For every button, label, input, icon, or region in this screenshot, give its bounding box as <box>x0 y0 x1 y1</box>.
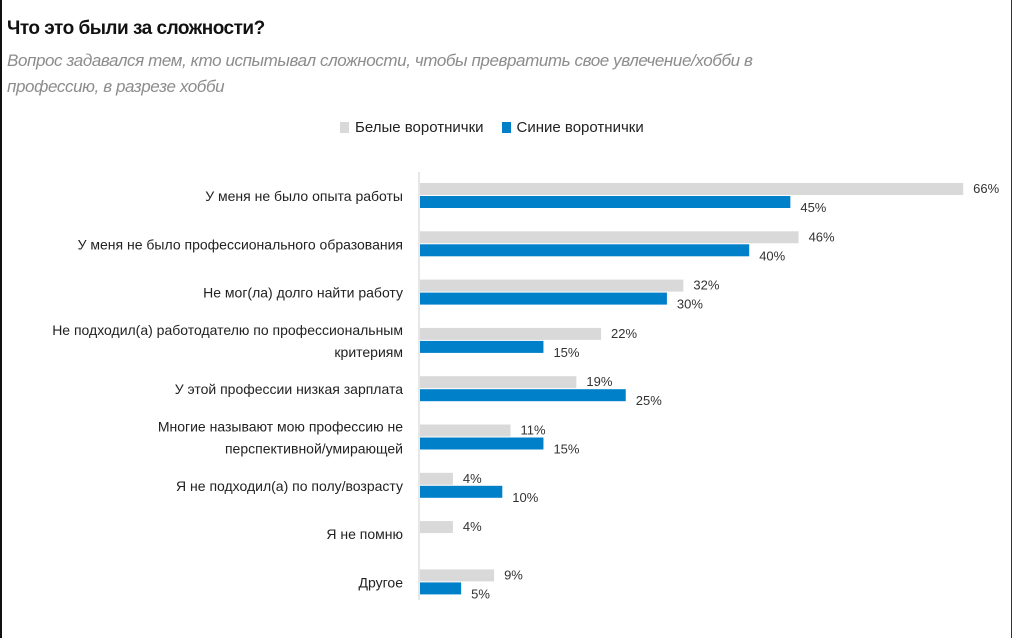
data-label: 22% <box>611 326 637 341</box>
category-label: У меня не было опыта работы <box>205 188 403 204</box>
bar-blue-collar <box>420 196 791 208</box>
bar-white-collar <box>420 569 495 582</box>
category-label: Не подходил(а) работодателю по профессио… <box>52 322 403 338</box>
category-label: Многие называют мою профессию не <box>158 419 403 435</box>
bar-white-collar <box>420 183 964 195</box>
bar-blue-collar <box>420 389 626 402</box>
category-label: перспективной/умирающей <box>225 441 403 457</box>
bar-blue-collar <box>420 244 750 257</box>
category-label: критериям <box>334 344 403 360</box>
data-label: 15% <box>553 345 579 360</box>
bar-white-collar <box>420 231 799 244</box>
bar-blue-collar <box>420 437 544 450</box>
category-label: Я не подходил(а) по полу/возрасту <box>176 478 403 494</box>
category-label: Не мог(ла) долго найти работу <box>203 285 403 301</box>
data-label: 25% <box>636 393 662 408</box>
bar-white-collar <box>420 424 511 437</box>
data-label: 5% <box>471 586 490 601</box>
legend-label: Белые воротнички <box>355 119 484 136</box>
data-label: 9% <box>504 567 523 582</box>
category-label: Другое <box>359 574 404 590</box>
data-label: 19% <box>586 374 612 389</box>
chart-subtitle: Вопрос задавался тем, кто испытывал слож… <box>7 51 753 96</box>
category-label: У этой профессии низкая зарплата <box>175 381 403 397</box>
bar-white-collar <box>420 327 602 340</box>
bar-blue-collar <box>420 292 667 305</box>
bar-blue-collar <box>420 340 544 353</box>
data-label: 11% <box>521 423 546 438</box>
data-label: 32% <box>693 278 719 293</box>
legend-swatch <box>501 122 511 133</box>
frame-border-right <box>1011 0 1012 638</box>
data-label: 4% <box>463 519 482 534</box>
legend-swatch <box>340 122 349 133</box>
category-label: У меня не было профессионального образов… <box>78 236 403 252</box>
data-label: 40% <box>759 248 785 263</box>
data-label: 10% <box>512 490 538 505</box>
legend-item-white-collar: Белые воротнички <box>340 119 484 136</box>
category-label: Я не помню <box>326 526 403 542</box>
data-label: 15% <box>553 442 579 457</box>
chart-title: Что это были за сложности? <box>7 18 265 39</box>
bar-blue-collar <box>420 485 503 498</box>
legend-label: Синие воротнички <box>516 119 644 136</box>
data-label: 4% <box>463 471 482 486</box>
bar-white-collar <box>420 472 453 485</box>
data-label: 46% <box>809 229 835 244</box>
bar-white-collar <box>420 279 684 292</box>
data-label: 30% <box>677 297 703 312</box>
bar-blue-collar <box>420 582 462 595</box>
data-label: 45% <box>800 200 826 215</box>
frame-border-left <box>0 0 2 638</box>
data-label: 66% <box>973 181 999 196</box>
legend: Белые воротнички Синие воротнички <box>340 119 644 136</box>
legend-item-blue-collar: Синие воротнички <box>501 119 644 136</box>
bar-white-collar <box>420 521 453 534</box>
bar-white-collar <box>420 376 577 389</box>
